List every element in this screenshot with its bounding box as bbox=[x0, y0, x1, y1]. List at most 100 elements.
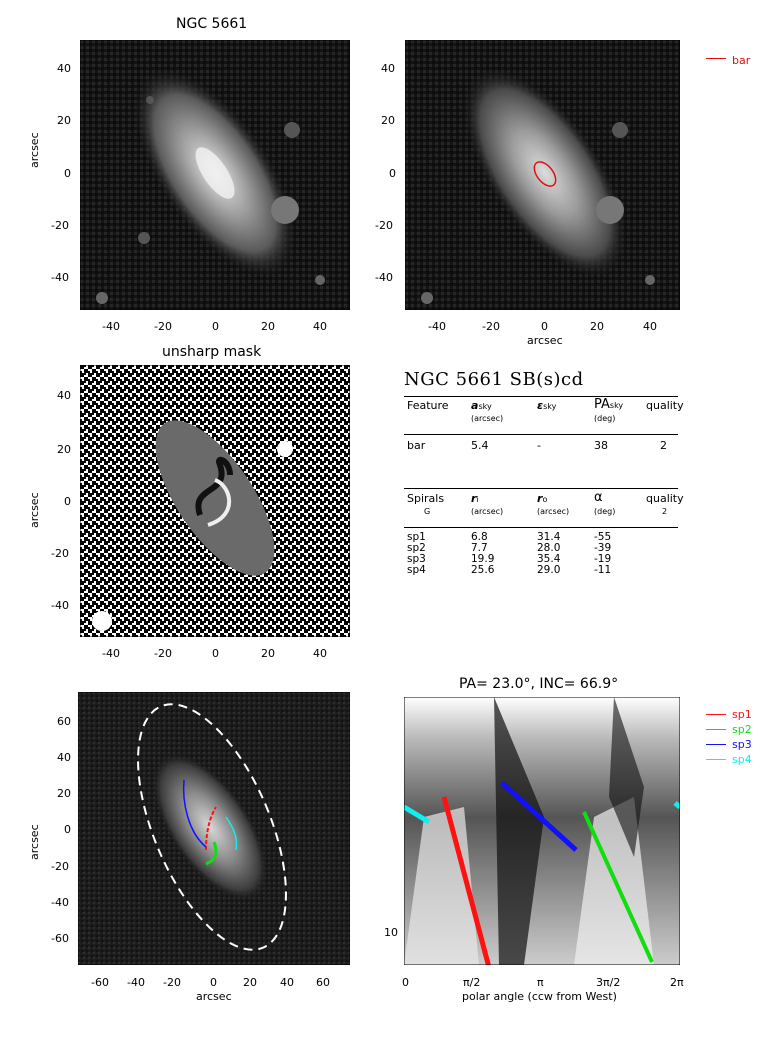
track-sp4 bbox=[225, 816, 238, 851]
bar-row-a: 5.4 bbox=[471, 439, 489, 452]
x-tick: 40 bbox=[280, 976, 294, 989]
x-tick: π/2 bbox=[463, 976, 481, 989]
legend-sp2-label: sp2 bbox=[732, 723, 752, 736]
x-tick: 3π/2 bbox=[596, 976, 621, 989]
x-axis-label: polar angle (ccw from West) bbox=[462, 990, 617, 1003]
legend-sp3-label: sp3 bbox=[732, 738, 752, 751]
header-a-unit: (arcsec) bbox=[471, 414, 504, 423]
y-tick: 40 bbox=[381, 62, 395, 75]
y-tick: -20 bbox=[51, 547, 69, 560]
header-spirals: Spirals bbox=[407, 492, 445, 505]
table-row: sp2 7.7 28.0 -39 bbox=[407, 542, 612, 554]
y-tick: -40 bbox=[51, 271, 69, 284]
header-eps-sky: εsky bbox=[537, 399, 557, 412]
y-tick: 20 bbox=[57, 114, 71, 127]
y-tick: 0 bbox=[64, 167, 71, 180]
x-tick: -20 bbox=[154, 647, 172, 660]
x-tick: 0 bbox=[541, 320, 548, 333]
header-ri-unit: (arcsec) bbox=[471, 507, 504, 516]
panel-title-ngc5661: NGC 5661 bbox=[176, 16, 248, 32]
header-spirals-g: G bbox=[424, 507, 431, 516]
y-tick: 0 bbox=[64, 823, 71, 836]
x-tick: 2π bbox=[670, 976, 684, 989]
panel-title-pa-inc: PA= 23.0°, INC= 66.9° bbox=[459, 676, 619, 692]
header-a-sky: asky bbox=[471, 399, 492, 412]
x-tick: 0 bbox=[402, 976, 409, 989]
x-tick: 60 bbox=[316, 976, 330, 989]
table-row: sp4 25.6 29.0 -11 bbox=[407, 564, 612, 576]
header-pa-sky: PAsky bbox=[594, 397, 624, 412]
header-spiral-quality: quality bbox=[646, 492, 684, 505]
y-axis-label: arcsec bbox=[28, 132, 41, 168]
bar-row-feature: bar bbox=[407, 439, 426, 452]
divider bbox=[404, 488, 678, 489]
x-tick: π bbox=[537, 976, 544, 989]
y-tick: 20 bbox=[381, 114, 395, 127]
divider bbox=[404, 527, 678, 528]
legend-bar-line bbox=[706, 58, 726, 59]
track-sp2 bbox=[205, 841, 218, 866]
header-ro: ro bbox=[537, 492, 548, 505]
header-ro-unit: (arcsec) bbox=[537, 507, 570, 516]
x-tick: -20 bbox=[482, 320, 500, 333]
track-sp2 bbox=[582, 811, 654, 963]
legend-sp1-line bbox=[706, 714, 726, 715]
header-spiral-quality-value: 2 bbox=[662, 507, 668, 516]
y-axis-label: arcsec bbox=[28, 492, 41, 528]
y-tick: 40 bbox=[57, 62, 71, 75]
legend-bar-label: bar bbox=[732, 54, 751, 67]
y-tick: -40 bbox=[51, 599, 69, 612]
table-row: sp1 6.8 31.4 -55 bbox=[407, 531, 612, 543]
divider bbox=[404, 396, 678, 397]
bar-row-quality: 2 bbox=[660, 439, 667, 452]
track-sp4 bbox=[404, 804, 431, 825]
y-tick: -20 bbox=[51, 860, 69, 873]
x-tick: -60 bbox=[91, 976, 109, 989]
x-axis-label: arcsec bbox=[527, 334, 563, 347]
y-tick: -40 bbox=[375, 271, 393, 284]
bar-row-eps: - bbox=[537, 439, 541, 452]
y-tick: 40 bbox=[57, 751, 71, 764]
bar-ellipse bbox=[533, 161, 557, 187]
table-title: NGC 5661 SB(s)cd bbox=[404, 369, 584, 390]
bar-fit-image-panel bbox=[405, 40, 680, 310]
x-tick: 0 bbox=[210, 976, 217, 989]
x-tick: 0 bbox=[212, 647, 219, 660]
bar-row-pa: 38 bbox=[594, 439, 608, 452]
x-tick: -20 bbox=[154, 320, 172, 333]
y-tick: -20 bbox=[51, 219, 69, 232]
y-tick: 10 bbox=[384, 926, 398, 939]
x-tick: 40 bbox=[313, 647, 327, 660]
x-axis-label: arcsec bbox=[196, 990, 232, 1003]
x-tick: 20 bbox=[590, 320, 604, 333]
legend-sp4-line bbox=[706, 759, 726, 760]
spiral-tracks-panel bbox=[78, 692, 350, 965]
y-tick: -60 bbox=[51, 932, 69, 945]
header-quality: quality bbox=[646, 399, 684, 412]
legend-sp1-label: sp1 bbox=[732, 708, 752, 721]
polar-plot-panel bbox=[404, 697, 680, 965]
y-tick: 0 bbox=[64, 495, 71, 508]
x-tick: -40 bbox=[102, 647, 120, 660]
legend-sp4-label: sp4 bbox=[732, 753, 752, 766]
unsharp-mask-panel bbox=[80, 365, 350, 637]
y-tick: -40 bbox=[51, 896, 69, 909]
galaxy-image-panel bbox=[80, 40, 350, 310]
track-sp4 bbox=[673, 801, 680, 809]
header-feature: Feature bbox=[407, 399, 449, 412]
track-sp1 bbox=[441, 796, 491, 965]
legend-sp2-line bbox=[706, 729, 726, 730]
header-ri: ri bbox=[471, 492, 479, 505]
y-tick: 60 bbox=[57, 715, 71, 728]
x-tick: -40 bbox=[428, 320, 446, 333]
y-tick: 20 bbox=[57, 787, 71, 800]
track-sp3 bbox=[182, 779, 207, 848]
y-tick: -20 bbox=[375, 219, 393, 232]
legend-sp3-line bbox=[706, 744, 726, 745]
x-tick: 20 bbox=[243, 976, 257, 989]
header-pa-unit: (deg) bbox=[594, 414, 616, 423]
panel-title-unsharp-mask: unsharp mask bbox=[162, 344, 262, 360]
divider bbox=[404, 434, 678, 435]
table-row: sp3 19.9 35.4 -19 bbox=[407, 553, 612, 565]
disk-ellipse bbox=[137, 703, 287, 951]
